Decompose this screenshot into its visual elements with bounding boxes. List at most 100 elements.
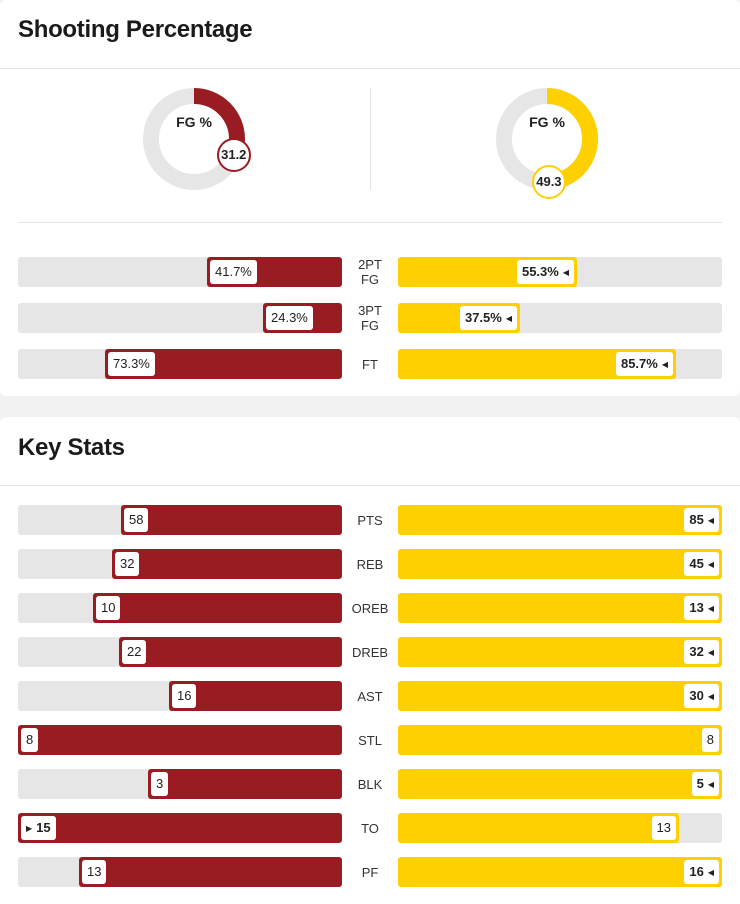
right-team-bar: [398, 725, 722, 755]
stat-row-blk: 3 BLK 5 ◀: [0, 769, 740, 799]
left-team-bar: [119, 637, 342, 667]
fg-donut-left: FG % 31.2: [129, 74, 259, 204]
right-team-value-text: 13: [689, 600, 704, 615]
caret-left-icon: ◀: [707, 560, 714, 569]
stat-row-ast: 16 AST 30 ◀: [0, 681, 740, 711]
left-team-value: 22: [122, 640, 147, 664]
right-team-value-text: 37.5%: [464, 310, 502, 325]
right-team-value: 32 ◀: [684, 640, 719, 664]
stat-row-pts: 58 PTS 85 ◀: [0, 505, 740, 535]
right-team-value: 37.5% ◀: [459, 306, 517, 330]
right-team-bar: [398, 505, 722, 535]
left-team-bar-track: 73.3%: [18, 349, 342, 379]
left-team-value-text: 32: [120, 556, 135, 571]
left-team-bar-track: 13: [18, 857, 342, 887]
right-team-bar-track: 16 ◀: [398, 857, 722, 887]
right-team-bar-track: 55.3% ◀: [398, 257, 722, 287]
stat-label: AST: [342, 681, 398, 711]
left-team-value-text: 24.3%: [271, 310, 308, 325]
left-team-bar: [148, 769, 342, 799]
stat-label: OREB: [342, 593, 398, 623]
right-team-value: 30 ◀: [684, 684, 719, 708]
right-team-bar: [398, 857, 722, 887]
left-team-value: 13: [82, 860, 107, 884]
divider: [0, 68, 740, 69]
stat-label: TO: [342, 813, 398, 843]
shooting-percentage-card: Shooting Percentage FG % 31.2 FG % 49.3 …: [0, 0, 740, 396]
left-team-value: ▶ 15: [21, 816, 56, 840]
left-team-bar-track: 3: [18, 769, 342, 799]
stat-label-text: 2PT FG: [358, 257, 382, 287]
right-team-bar-track: 32 ◀: [398, 637, 722, 667]
caret-left-icon: ◀: [707, 780, 714, 789]
right-team-value: 8: [701, 728, 719, 752]
right-team-value: 5 ◀: [691, 772, 719, 796]
left-team-bar: [18, 813, 342, 843]
right-team-bar: [398, 681, 722, 711]
left-team-bar-track: 24.3%: [18, 303, 342, 333]
stat-label-text: BLK: [357, 776, 383, 792]
caret-left-icon: ◀: [707, 868, 714, 877]
left-team-bar-track: 22: [18, 637, 342, 667]
right-team-bar-track: 13: [398, 813, 722, 843]
stat-label: PF: [342, 857, 398, 887]
stat-label: FT: [342, 349, 398, 379]
left-team-bar-track: 16: [18, 681, 342, 711]
caret-left-icon: ◀: [562, 268, 569, 277]
right-team-value: 55.3% ◀: [516, 260, 574, 284]
stat-label: REB: [342, 549, 398, 579]
left-team-value: 16: [172, 684, 197, 708]
stat-row-oreb: 10 OREB 13 ◀: [0, 593, 740, 623]
left-team-value: 3: [151, 772, 169, 796]
stat-label-text: 3PT FG: [358, 303, 382, 333]
left-team-value: 73.3%: [108, 352, 155, 376]
caret-left-icon: ◀: [661, 360, 668, 369]
stat-row-3pt-fg: 24.3% 3PT FG 37.5% ◀: [0, 303, 740, 333]
right-team-bar-track: 45 ◀: [398, 549, 722, 579]
stat-label: DREB: [342, 637, 398, 667]
caret-left-icon: ◀: [707, 604, 714, 613]
left-team-value: 32: [115, 552, 140, 576]
right-team-value-text: 55.3%: [521, 264, 559, 279]
left-team-bar-track: ▶ 15: [18, 813, 342, 843]
caret-left-icon: ◀: [707, 648, 714, 657]
divider: [18, 222, 722, 223]
stat-row-dreb: 22 DREB 32 ◀: [0, 637, 740, 667]
caret-left-icon: ◀: [707, 516, 714, 525]
left-team-value-text: 22: [127, 644, 142, 659]
right-team-bar: [398, 769, 722, 799]
shooting-percentage-title: Shooting Percentage: [18, 16, 253, 43]
left-team-value: 8: [21, 728, 39, 752]
left-team-value: 24.3%: [266, 306, 313, 330]
stat-label-text: OREB: [351, 600, 389, 616]
left-team-value-text: 58: [129, 512, 144, 527]
left-team-bar-track: 32: [18, 549, 342, 579]
left-team-bar-track: 41.7%: [18, 257, 342, 287]
key-stats-card: Key Stats 58 PTS 85 ◀ 32 REB 45 ◀ 10 OREB 13 ◀ 22 DRE…: [0, 417, 740, 904]
right-team-value: 13: [651, 816, 676, 840]
left-team-bar-track: 10: [18, 593, 342, 623]
stat-label-text: PF: [361, 864, 379, 880]
right-team-value-text: 13: [656, 820, 671, 835]
stat-label: STL: [342, 725, 398, 755]
right-team-bar-track: 13 ◀: [398, 593, 722, 623]
left-team-bar: [169, 681, 342, 711]
donut-arc-right: [496, 88, 598, 190]
stat-label-text: TO: [361, 820, 379, 836]
left-team-value: 41.7%: [210, 260, 257, 284]
right-team-value-text: 8: [706, 732, 714, 747]
donut-label-right: FG %: [529, 114, 565, 130]
left-team-value: 58: [124, 508, 149, 532]
right-team-bar-track: 30 ◀: [398, 681, 722, 711]
right-team-bar: [398, 637, 722, 667]
right-team-value-text: 30: [689, 688, 704, 703]
left-team-bar: [112, 549, 342, 579]
right-team-value-text: 85.7%: [620, 356, 658, 371]
left-team-value-text: 10: [101, 600, 116, 615]
donut-label-left: FG %: [176, 114, 212, 130]
stat-row-to: ▶ 15 TO 13: [0, 813, 740, 843]
stat-label-text: STL: [358, 732, 382, 748]
right-team-bar: [398, 549, 722, 579]
left-team-bar: [121, 505, 342, 535]
donut-divider: [370, 88, 371, 190]
